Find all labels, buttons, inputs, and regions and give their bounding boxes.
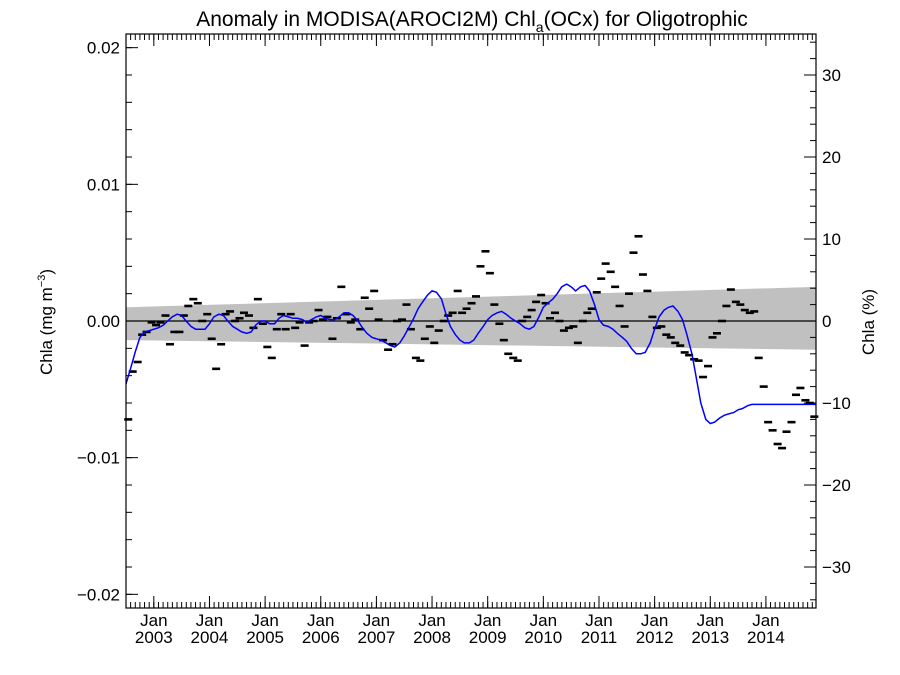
x-tick-label-year: 2013 <box>691 628 729 647</box>
title-prefix: Anomaly in MODISA(AROCI2M) Chl <box>196 8 536 31</box>
y2-tick-label: 0 <box>822 312 831 331</box>
y2-tick-label: −30 <box>822 558 851 577</box>
y-tick-label: −0.01 <box>77 449 120 468</box>
y-axis-label-main: Chla (mg m <box>37 287 56 375</box>
x-tick-label-month: Jan <box>251 611 278 630</box>
x-tick-label-year: 2012 <box>636 628 674 647</box>
y2-tick-label: 10 <box>822 230 841 249</box>
x-tick-label-month: Jan <box>641 611 668 630</box>
y-tick-label: 0.00 <box>87 312 120 331</box>
y-tick-label: −0.02 <box>77 585 120 604</box>
x-tick-label-month: Jan <box>307 611 334 630</box>
y-axis-label: Chla (mg m−3) <box>36 269 56 375</box>
x-tick-label-year: 2005 <box>246 628 284 647</box>
y2-axis-label: Chla (%) <box>859 289 878 355</box>
plot-area: −0.02 −0.01 0.00 0.01 0.02 −30 −20 −10 0 10 20 30 Ja… <box>77 33 851 647</box>
y-tick-label: 0.02 <box>87 39 120 58</box>
trend-confidence-band <box>126 286 816 350</box>
x-tick-label-year: 2003 <box>135 628 173 647</box>
x-tick-label-month: Jan <box>530 611 557 630</box>
y2-tick-label: −20 <box>822 476 851 495</box>
x-tick-label-year: 2009 <box>469 628 507 647</box>
x-tick-label-year: 2011 <box>581 628 618 647</box>
y-axis-label-superscript: −3 <box>36 275 48 288</box>
x-tick-label-month: Jan <box>196 611 223 630</box>
x-tick-label-month: Jan <box>474 611 501 630</box>
x-tick-label-year: 2007 <box>357 628 395 647</box>
y2-tick-label: 30 <box>822 66 841 85</box>
x-tick-label-year: 2004 <box>191 628 229 647</box>
x-tick-label-year: 2010 <box>524 628 562 647</box>
title-suffix: (OCx) for Oligotrophic <box>544 8 748 31</box>
y-axis-label-end: ) <box>37 269 56 275</box>
x-tick-label-month: Jan <box>697 611 724 630</box>
x-tick-label-month: Jan <box>140 611 167 630</box>
x-tick-label-year: 2008 <box>413 628 451 647</box>
x-tick-label-month: Jan <box>363 611 390 630</box>
y2-tick-label: −10 <box>822 394 851 413</box>
x-tick-label-year: 2006 <box>302 628 340 647</box>
smoothed-anomaly-line <box>125 283 816 425</box>
x-tick-label-month: Jan <box>418 611 445 630</box>
x-tick-label-month: Jan <box>752 611 779 630</box>
title-subscript: a <box>536 19 544 35</box>
x-tick-label-year: 2014 <box>747 628 785 647</box>
chart-title: Anomaly in MODISA(AROCI2M) Chla(OCx) for… <box>196 8 748 35</box>
y-tick-label: 0.01 <box>87 175 120 194</box>
x-tick-label-month: Jan <box>585 611 612 630</box>
y2-tick-label: 20 <box>822 148 841 167</box>
